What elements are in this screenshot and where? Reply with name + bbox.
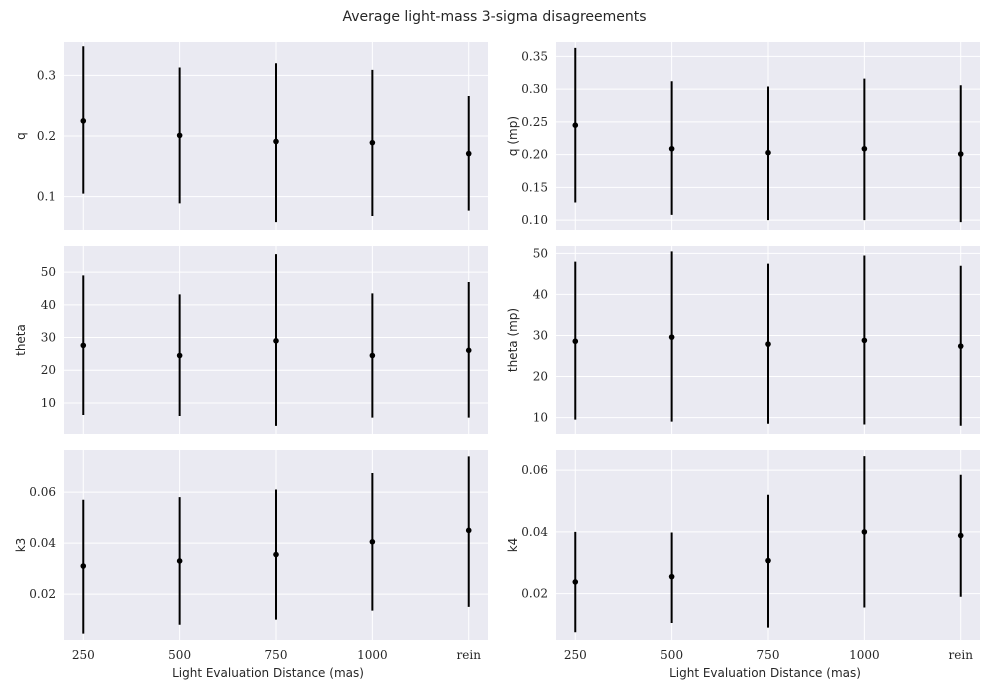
- x-tick-label: 250: [72, 648, 95, 662]
- data-point: [176, 132, 183, 139]
- data-point: [273, 338, 279, 344]
- y-axis-label: theta (mp): [506, 308, 520, 372]
- x-tick-label: 1000: [849, 648, 880, 662]
- x-tick-label: 250: [564, 648, 587, 662]
- data-point: [273, 138, 279, 145]
- data-point: [957, 151, 964, 157]
- y-tick-label: 0.02: [521, 587, 548, 601]
- y-tick-label: 20: [41, 363, 56, 377]
- x-tick-label: 500: [168, 648, 191, 662]
- y-axis-label: q: [14, 132, 28, 140]
- y-tick-label: 50: [533, 246, 548, 260]
- data-point: [572, 338, 579, 345]
- y-tick-label: 0.15: [521, 180, 548, 194]
- data-point: [957, 343, 964, 349]
- x-tick-label: 750: [265, 648, 288, 662]
- y-axis-label: theta: [14, 324, 28, 356]
- y-tick-label: 0.2: [37, 129, 56, 143]
- data-point: [80, 118, 87, 124]
- x-tick-label: 500: [660, 648, 683, 662]
- y-tick-label: 10: [533, 411, 548, 425]
- subplot-2: 0.10 0.15 0.20 0.25 0.30 0.35 q (mp): [506, 42, 980, 230]
- y-tick-label: 0.35: [521, 49, 548, 63]
- subplot-4: 10 20 30 40 50 theta (mp): [506, 246, 980, 434]
- data-point: [572, 579, 579, 585]
- x-tick-label: rein: [457, 648, 482, 662]
- figure-title: Average light-mass 3-sigma disagreements: [342, 9, 646, 25]
- data-point: [465, 527, 472, 534]
- data-point: [369, 539, 376, 545]
- y-tick-label: 30: [41, 331, 56, 345]
- subplot-6: 0.02 0.04 0.06 k4 250 500 750 1000 rein: [506, 450, 980, 662]
- subplot-3: 10 20 30 40 50 theta: [14, 246, 488, 434]
- data-point: [861, 529, 868, 535]
- subplot-grid: 0.1 0.2 0.3 q 0.10 0.15 0.20 0.25 0.30 0.35 q (mp)…: [14, 42, 980, 662]
- y-tick-label: 0.1: [37, 190, 56, 204]
- subplot-1: 0.1 0.2 0.3 q: [14, 42, 488, 230]
- x-tick-label: 1000: [357, 648, 388, 662]
- data-point: [765, 149, 771, 156]
- data-point: [80, 342, 87, 349]
- data-point: [668, 145, 675, 152]
- data-point: [668, 573, 675, 580]
- data-point: [765, 341, 771, 347]
- y-tick-label: 0.10: [521, 213, 548, 227]
- y-tick-label: 0.06: [29, 485, 56, 499]
- y-tick-label: 0.04: [521, 525, 548, 539]
- data-point: [273, 551, 279, 558]
- y-tick-label: 0.20: [521, 148, 548, 162]
- data-point: [80, 563, 87, 569]
- subplot-5: 0.02 0.04 0.06 k3 250 500 750 1000 rein: [14, 450, 488, 662]
- y-tick-label: 0.02: [29, 587, 56, 601]
- y-axis-label: k3: [14, 538, 28, 553]
- data-point: [176, 352, 183, 359]
- data-point: [465, 347, 472, 354]
- y-tick-label: 40: [533, 287, 548, 301]
- y-tick-label: 0.04: [29, 536, 56, 550]
- x-axis-label-right: Light Evaluation Distance (mas): [669, 666, 861, 680]
- data-point: [369, 352, 376, 359]
- y-tick-label: 0.3: [37, 68, 56, 82]
- y-axis-label: k4: [506, 538, 520, 553]
- y-tick-label: 0.30: [521, 82, 548, 96]
- y-tick-label: 50: [41, 265, 56, 279]
- y-tick-label: 10: [41, 396, 56, 410]
- y-axis-label: q (mp): [506, 116, 520, 156]
- y-tick-label: 20: [533, 370, 548, 384]
- y-tick-label: 30: [533, 328, 548, 342]
- data-point: [957, 532, 964, 539]
- data-point: [465, 150, 472, 157]
- x-tick-label: 750: [757, 648, 780, 662]
- x-axis-label-left: Light Evaluation Distance (mas): [172, 666, 364, 680]
- data-point: [369, 139, 376, 146]
- y-tick-label: 0.25: [521, 115, 548, 129]
- data-point: [861, 145, 868, 152]
- data-point: [861, 337, 868, 344]
- data-point: [572, 122, 579, 128]
- data-point: [765, 557, 771, 564]
- y-tick-label: 40: [41, 298, 56, 312]
- data-point: [176, 558, 183, 564]
- data-point: [668, 334, 675, 340]
- x-tick-label: rein: [949, 648, 974, 662]
- y-tick-label: 0.06: [521, 463, 548, 477]
